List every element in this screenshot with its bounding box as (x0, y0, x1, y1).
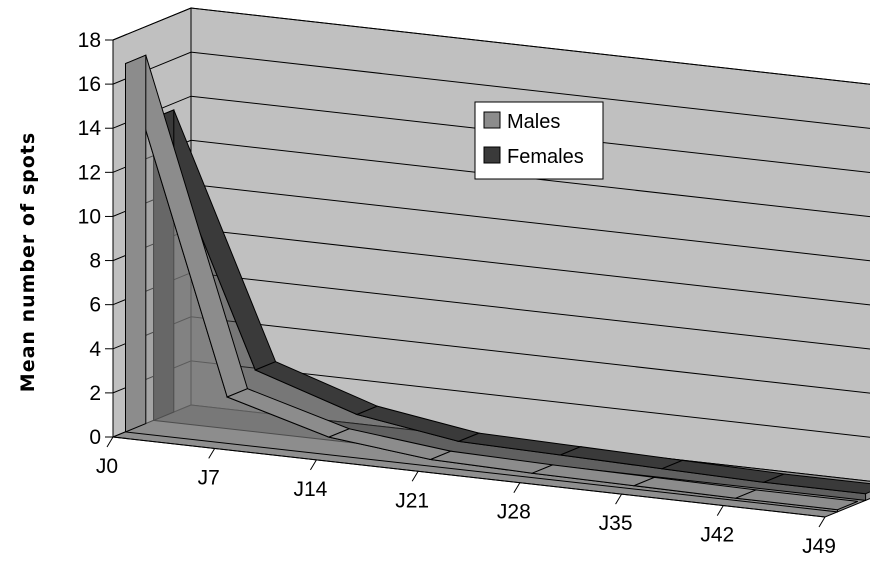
x-tick-label: J49 (802, 535, 836, 558)
x-tick-label: J42 (700, 524, 734, 547)
x-tick-mark (411, 471, 419, 482)
x-tick-mark (716, 505, 724, 516)
x-tick-mark (513, 482, 521, 493)
y-tick-label: 2 (89, 382, 101, 405)
x-tick-mark (309, 459, 317, 471)
legend: Males Females (474, 101, 604, 180)
series-end-cap (125, 54, 147, 433)
x-tick-label: J7 (198, 466, 220, 489)
y-tick-label: 14 (78, 117, 102, 140)
gridline (112, 7, 870, 85)
x-tick-mark (818, 516, 826, 528)
x-tick-label: J0 (96, 455, 118, 478)
legend-label: Females (507, 146, 584, 168)
x-tick-label: J35 (599, 512, 633, 535)
y-tick-label: 18 (78, 29, 101, 52)
x-tick-label: J14 (293, 478, 327, 501)
legend-swatch (483, 111, 501, 129)
series-layer (124, 54, 870, 513)
y-tick-label: 6 (89, 294, 101, 317)
y-axis-label: Mean number of spots (17, 132, 39, 392)
series-males (124, 54, 858, 513)
x-tick-mark (106, 436, 114, 448)
x-axis-line (112, 436, 826, 518)
legend-label: Males (507, 111, 560, 133)
x-tick-label: J21 (395, 489, 429, 512)
y-tick-label: 10 (78, 205, 101, 228)
x-tick-label: J28 (497, 501, 531, 524)
x-axis-ticks: J0 J7 J14 J21 J28 J35 J42 J49 (96, 436, 836, 558)
y-tick-label: 4 (89, 338, 101, 361)
y-tick-label: 8 (89, 250, 101, 273)
y-tick-label: 12 (78, 161, 101, 184)
y-tick-label: 0 (89, 426, 101, 449)
y-axis-ticks: 0 2 4 6 8 10 12 14 16 18 (78, 29, 113, 449)
data-point-segment (763, 473, 870, 495)
data-point-segment (735, 489, 858, 511)
axes (112, 40, 826, 518)
legend-swatch (483, 146, 501, 164)
y-tick-label: 16 (78, 73, 101, 96)
x-tick-mark (615, 493, 623, 505)
x-tick-mark (208, 448, 216, 459)
